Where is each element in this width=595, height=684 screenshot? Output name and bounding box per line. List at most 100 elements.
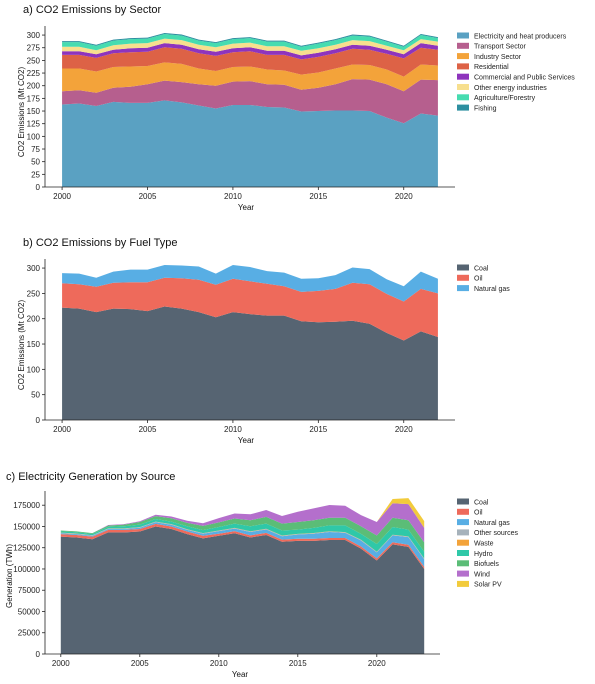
legend-label-residential: Residential	[474, 64, 509, 71]
y-tick-label: 150000	[13, 522, 40, 531]
area-transport-sector	[62, 79, 438, 124]
legend-swatch-coal	[457, 498, 469, 505]
y-tick-label: 150	[27, 340, 41, 349]
x-tick-label: 2000	[53, 192, 71, 201]
area-natural-gas	[62, 265, 438, 302]
y-tick-label: 50	[31, 158, 40, 167]
panel-a-xlabel: Year	[238, 203, 255, 212]
x-tick-label: 2015	[289, 659, 307, 668]
panel-b: b) CO2 Emissions by Fuel Type CO2 Emissi…	[17, 237, 510, 445]
y-tick-label: 175000	[13, 501, 40, 510]
area-wind	[60, 503, 425, 543]
legend-label-natural-gas: Natural gas	[474, 286, 510, 293]
panel-a: a) CO2 Emissions by Sector CO2 Emissions…	[17, 4, 575, 212]
y-tick-label: 25	[31, 170, 40, 179]
legend-swatch-electricity-and-heat-producers	[457, 32, 469, 39]
panel-b-plot: 0 50 100 150 200 250 300 2000 2005 2010 2015 2020	[27, 259, 455, 434]
legend-swatch-residential	[457, 63, 469, 70]
legend-swatch-natural-gas	[457, 519, 469, 526]
panel-b-title: b) CO2 Emissions by Fuel Type	[23, 237, 177, 249]
y-tick-label: 100	[27, 132, 41, 141]
x-tick-label: 2000	[52, 659, 70, 668]
legend-label-waste: Waste	[474, 541, 494, 548]
area-commercial-and-public-services	[62, 43, 438, 60]
legend-label-commercial-and-public-services: Commercial and Public Services	[474, 75, 575, 82]
y-tick-label: 200	[27, 315, 41, 324]
panel-c-legend: Coal Oil Natural gas Other sources Waste Hydr…	[457, 498, 518, 589]
legend-label-electricity-and-heat-producers: Electricity and heat producers	[474, 33, 567, 40]
panel-a-plot: 0 25 50 75 100 125 150 175 200 225 250 275 300 2000 20…	[27, 26, 455, 201]
panel-a-ylabel: CO2 Emissions (Mt CO2)	[17, 67, 26, 158]
x-tick-label: 2005	[139, 192, 157, 201]
legend-swatch-industry-sector	[457, 53, 469, 60]
area-biofuels	[60, 516, 425, 552]
x-tick-label: 2020	[395, 425, 413, 434]
y-tick-label: 125000	[13, 544, 40, 553]
x-tick-label: 2015	[309, 192, 327, 201]
legend-label-other-energy-industries: Other energy industries	[474, 85, 547, 92]
y-tick-label: 250	[27, 56, 41, 65]
panel-b-legend: Coal Oil Natural gas	[457, 264, 510, 293]
y-tick-label: 250	[27, 289, 41, 298]
legend-label-wind: Wind	[474, 571, 490, 578]
legend-swatch-waste	[457, 539, 469, 546]
panel-b-xlabel: Year	[238, 436, 255, 445]
area-residential	[62, 47, 438, 77]
y-tick-label: 150	[27, 107, 41, 116]
y-tick-label: 75	[31, 145, 40, 154]
legend-swatch-other-sources	[457, 529, 469, 536]
legend-swatch-biofuels	[457, 560, 469, 567]
legend-label-hydro: Hydro	[474, 551, 493, 558]
panel-c: c) Electricity Generation by Source Gene…	[5, 471, 518, 679]
y-tick-label: 225	[27, 69, 41, 78]
y-tick-label: 300	[27, 264, 41, 273]
legend-label-oil: Oil	[474, 510, 483, 517]
panel-a-title: a) CO2 Emissions by Sector	[23, 4, 161, 16]
legend-label-solar-pv: Solar PV	[474, 582, 502, 589]
y-tick-label: 200	[27, 82, 41, 91]
panel-c-xlabel: Year	[232, 670, 249, 679]
legend-swatch-other-energy-industries	[457, 84, 469, 90]
x-tick-label: 2020	[395, 192, 413, 201]
y-tick-label: 0	[36, 650, 41, 659]
x-tick-label: 2010	[224, 192, 242, 201]
x-tick-label: 2020	[368, 659, 386, 668]
panel-c-title: c) Electricity Generation by Source	[6, 471, 175, 483]
y-tick-label: 175	[27, 94, 41, 103]
legend-swatch-transport-sector	[457, 42, 469, 49]
legend-swatch-natural-gas	[457, 285, 469, 292]
legend-label-coal: Coal	[474, 265, 489, 272]
legend-label-natural-gas: Natural gas	[474, 520, 510, 527]
x-tick-label: 2000	[53, 425, 71, 434]
y-tick-label: 100	[27, 365, 41, 374]
legend-swatch-oil	[457, 508, 469, 515]
x-tick-label: 2005	[139, 425, 157, 434]
y-tick-label: 275	[27, 44, 41, 53]
legend-label-biofuels: Biofuels	[474, 561, 499, 568]
panel-c-ylabel: Generation (TWh)	[5, 544, 14, 608]
x-tick-label: 2010	[224, 425, 242, 434]
legend-label-industry-sector: Industry Sector	[474, 54, 522, 61]
area-natural-gas	[60, 522, 425, 567]
area-industry-sector	[62, 62, 438, 93]
legend-label-coal: Coal	[474, 499, 489, 506]
legend-swatch-commercial-and-public-services	[457, 73, 469, 80]
area-agriculture-forestry	[62, 34, 438, 51]
legend-swatch-hydro	[457, 550, 469, 556]
area-oil	[62, 277, 438, 341]
x-tick-label: 2015	[309, 425, 327, 434]
legend-swatch-coal	[457, 264, 469, 271]
legend-label-fishing: Fishing	[474, 105, 497, 112]
panel-b-ylabel: CO2 Emissions (Mt CO2)	[17, 300, 26, 391]
area-hydro	[60, 519, 425, 559]
legend-swatch-fishing	[457, 104, 469, 111]
y-tick-label: 25000	[18, 629, 41, 638]
legend-label-agriculture-forestry: Agriculture/Forestry	[474, 95, 536, 102]
y-tick-label: 300	[27, 31, 41, 40]
legend-label-transport-sector: Transport Sector	[474, 44, 527, 51]
area-fishing	[62, 33, 438, 47]
legend-swatch-agriculture-forestry	[457, 94, 469, 101]
y-tick-label: 0	[36, 416, 41, 425]
area-other-energy-industries	[62, 38, 438, 56]
